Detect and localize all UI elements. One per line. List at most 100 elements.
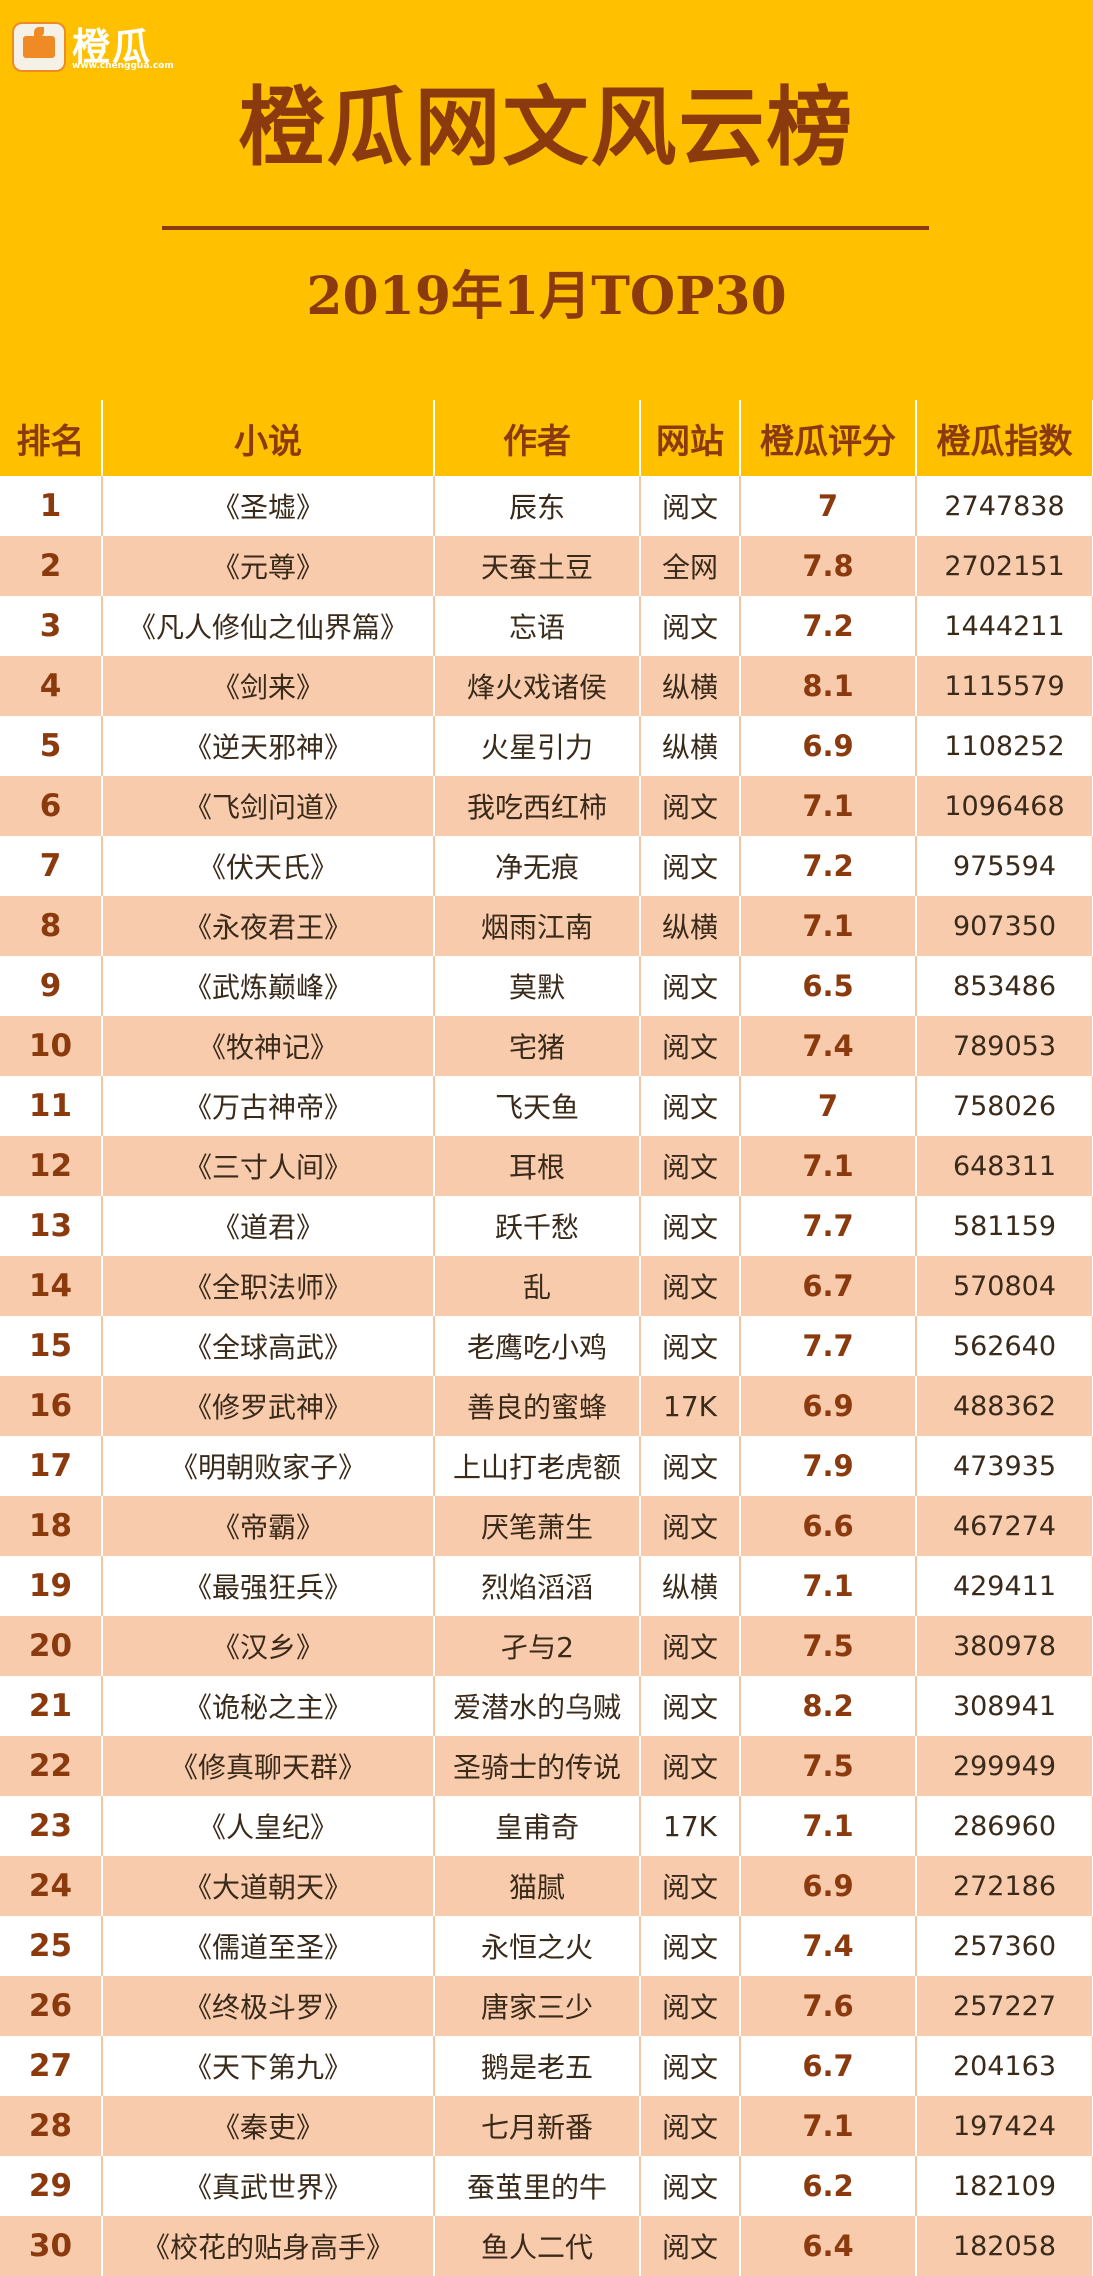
table-row: 18 《帝霸》 厌笔萧生 阅文 6.6 467274 — [0, 1496, 1093, 1556]
novel-cell: 《元尊》 — [102, 536, 435, 596]
author-cell: 莫默 — [434, 956, 641, 1016]
author-cell: 爱潜水的乌贼 — [434, 1676, 641, 1736]
site-cell: 17K — [640, 1796, 741, 1856]
logo-name: 橙瓜 — [72, 25, 153, 69]
rank-cell: 4 — [0, 656, 103, 716]
header-banner: 橙瓜 www.chenggua.com 橙瓜网文风云榜 2019年1月TOP30 — [0, 0, 1093, 400]
index-cell: 380978 — [916, 1616, 1093, 1676]
novel-cell: 《最强狂兵》 — [102, 1556, 435, 1616]
rank-cell: 17 — [0, 1436, 103, 1496]
rank-cell: 30 — [0, 2216, 103, 2276]
rank-cell: 1 — [0, 476, 103, 536]
table-row: 30 《校花的贴身高手》 鱼人二代 阅文 6.4 182058 — [0, 2216, 1093, 2276]
site-cell: 阅文 — [640, 1196, 741, 1256]
score-cell: 6.5 — [740, 956, 917, 1016]
site-cell: 阅文 — [640, 1316, 741, 1376]
score-cell: 6.9 — [740, 1376, 917, 1436]
score-cell: 7.1 — [740, 896, 917, 956]
author-cell: 火星引力 — [434, 716, 641, 776]
page-subtitle: 2019年1月TOP30 — [306, 266, 787, 327]
author-cell: 我吃西红柿 — [434, 776, 641, 836]
site-cell: 17K — [640, 1376, 741, 1436]
author-cell: 天蚕土豆 — [434, 536, 641, 596]
table-row: 15 《全球高武》 老鹰吃小鸡 阅文 7.7 562640 — [0, 1316, 1093, 1376]
author-cell: 皇甫奇 — [434, 1796, 641, 1856]
score-cell: 8.1 — [740, 656, 917, 716]
index-cell: 789053 — [916, 1016, 1093, 1076]
author-cell: 蚕茧里的牛 — [434, 2156, 641, 2216]
index-cell: 1096468 — [916, 776, 1093, 836]
rank-cell: 15 — [0, 1316, 103, 1376]
score-cell: 6.9 — [740, 716, 917, 776]
index-cell: 570804 — [916, 1256, 1093, 1316]
index-cell: 2702151 — [916, 536, 1093, 596]
author-cell: 烽火戏诸侯 — [434, 656, 641, 716]
novel-cell: 《凡人修仙之仙界篇》 — [102, 596, 435, 656]
score-cell: 7.4 — [740, 1916, 917, 1976]
site-cell: 阅文 — [640, 1676, 741, 1736]
author-cell: 老鹰吃小鸡 — [434, 1316, 641, 1376]
orange-book-icon — [12, 22, 66, 72]
novel-cell: 《修罗武神》 — [102, 1376, 435, 1436]
author-cell: 孑与2 — [434, 1616, 641, 1676]
column-header-index: 橙瓜指数 — [916, 400, 1093, 476]
table-row: 5 《逆天邪神》 火星引力 纵横 6.9 1108252 — [0, 716, 1093, 776]
rank-cell: 24 — [0, 1856, 103, 1916]
column-header-score: 橙瓜评分 — [740, 400, 917, 476]
novel-cell: 《飞剑问道》 — [102, 776, 435, 836]
site-cell: 阅文 — [640, 2036, 741, 2096]
author-cell: 厌笔萧生 — [434, 1496, 641, 1556]
index-cell: 272186 — [916, 1856, 1093, 1916]
author-cell: 鹅是老五 — [434, 2036, 641, 2096]
score-cell: 6.7 — [740, 2036, 917, 2096]
novel-cell: 《大道朝天》 — [102, 1856, 435, 1916]
score-cell: 7.8 — [740, 536, 917, 596]
page-title: 橙瓜网文风云榜 — [238, 77, 855, 178]
site-cell: 阅文 — [640, 1436, 741, 1496]
author-cell: 猫腻 — [434, 1856, 641, 1916]
index-cell: 429411 — [916, 1556, 1093, 1616]
table-row: 24 《大道朝天》 猫腻 阅文 6.9 272186 — [0, 1856, 1093, 1916]
novel-cell: 《全职法师》 — [102, 1256, 435, 1316]
index-cell: 1108252 — [916, 716, 1093, 776]
author-cell: 飞天鱼 — [434, 1076, 641, 1136]
index-cell: 853486 — [916, 956, 1093, 1016]
author-cell: 耳根 — [434, 1136, 641, 1196]
rank-cell: 20 — [0, 1616, 103, 1676]
table-row: 17 《明朝败家子》 上山打老虎额 阅文 7.9 473935 — [0, 1436, 1093, 1496]
novel-cell: 《道君》 — [102, 1196, 435, 1256]
novel-cell: 《天下第九》 — [102, 2036, 435, 2096]
site-cell: 阅文 — [640, 1256, 741, 1316]
table-row: 25 《儒道至圣》 永恒之火 阅文 7.4 257360 — [0, 1916, 1093, 1976]
index-cell: 1115579 — [916, 656, 1093, 716]
rank-cell: 12 — [0, 1136, 103, 1196]
table-row: 2 《元尊》 天蚕土豆 全网 7.8 2702151 — [0, 536, 1093, 596]
score-cell: 7.5 — [740, 1616, 917, 1676]
novel-cell: 《诡秘之主》 — [102, 1676, 435, 1736]
table-row: 20 《汉乡》 孑与2 阅文 7.5 380978 — [0, 1616, 1093, 1676]
score-cell: 7 — [740, 476, 917, 536]
rank-cell: 6 — [0, 776, 103, 836]
table-row: 14 《全职法师》乱阅文 6.7 570804 — [0, 1256, 1093, 1316]
index-cell: 257227 — [916, 1976, 1093, 2036]
table-row: 12 《三寸人间》 耳根 阅文 7.1 648311 — [0, 1136, 1093, 1196]
rank-cell: 13 — [0, 1196, 103, 1256]
table-row: 19 《最强狂兵》 烈焰滔滔 纵横 7.1 429411 — [0, 1556, 1093, 1616]
site-cell: 阅文 — [640, 1976, 741, 2036]
ranking-table: 排名 小说 作者 网站 橙瓜评分 橙瓜指数 1 《圣墟》 辰东 阅文 7 2747838 2… — [0, 400, 1093, 2276]
column-header-site: 网站 — [640, 400, 741, 476]
author-cell: 烈焰滔滔 — [434, 1556, 641, 1616]
rank-cell: 29 — [0, 2156, 103, 2216]
score-cell: 7.7 — [740, 1316, 917, 1376]
table-row: 13 《道君》 跃千愁 阅文 7.7 581159 — [0, 1196, 1093, 1256]
rank-cell: 28 — [0, 2096, 103, 2156]
novel-cell: 《真武世界》 — [102, 2156, 435, 2216]
score-cell: 7.4 — [740, 1016, 917, 1076]
table-row: 11 《万古神帝》 飞天鱼 阅文 7 758026 — [0, 1076, 1093, 1136]
table-header-row: 排名 小说 作者 网站 橙瓜评分 橙瓜指数 — [0, 400, 1093, 476]
table-row: 8 《永夜君王》 烟雨江南 纵横 7.1 907350 — [0, 896, 1093, 956]
site-cell: 全网 — [640, 536, 741, 596]
site-cell: 阅文 — [640, 596, 741, 656]
table-row: 6 《飞剑问道》 我吃西红柿 阅文 7.1 1096468 — [0, 776, 1093, 836]
rank-cell: 11 — [0, 1076, 103, 1136]
